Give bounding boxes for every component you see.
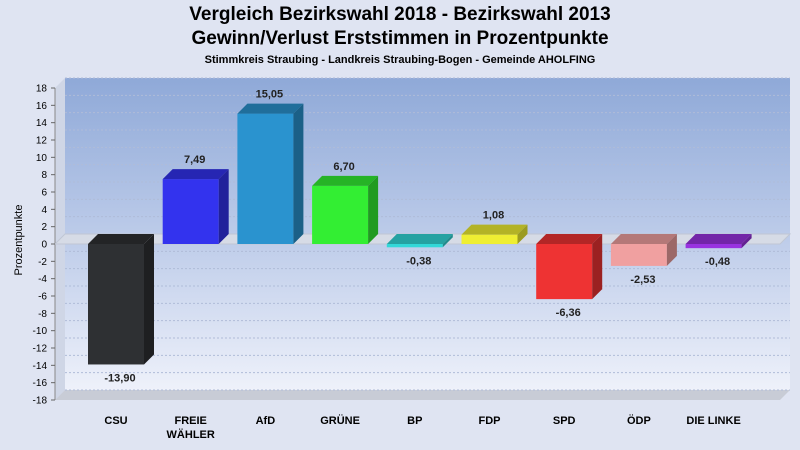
y-tick-label: -14 xyxy=(33,361,48,372)
y-tick-label: -10 xyxy=(33,326,48,337)
bar-side xyxy=(666,234,677,266)
y-tick-label: 0 xyxy=(41,240,47,251)
bar-top xyxy=(386,234,453,244)
x-axis-categories: CSU FREIE WÄHLER AfD GRÜNE BP FDP SPD ÖDP DIE LIN… xyxy=(104,414,740,441)
bar-front xyxy=(685,244,742,249)
y-tick-label: -4 xyxy=(38,274,47,285)
bar-afd xyxy=(237,103,304,244)
category-label: FDP xyxy=(479,415,501,427)
y-tick-label: -6 xyxy=(38,292,47,303)
value-label: -6,36 xyxy=(556,307,581,319)
category-label-line: DIE LINKE xyxy=(686,415,740,427)
category-label-line: SPD xyxy=(553,415,576,427)
bars xyxy=(88,103,752,365)
category-label-line: AfD xyxy=(256,415,276,427)
y-tick-label: -12 xyxy=(33,344,48,355)
y-tick-label: 18 xyxy=(36,84,48,95)
plot-floor xyxy=(55,390,790,400)
bar-top xyxy=(461,224,528,235)
bar-side xyxy=(442,234,453,248)
y-tick-label: 4 xyxy=(41,205,47,216)
bar-side xyxy=(144,234,154,365)
bar-top xyxy=(610,234,677,244)
bar-freie-wähler xyxy=(162,169,229,244)
bar-spd xyxy=(536,234,603,300)
y-tick-label: -8 xyxy=(38,309,47,320)
category-label: CSU xyxy=(104,415,127,427)
value-label: 1,08 xyxy=(483,210,504,222)
value-label: -0,48 xyxy=(705,256,730,268)
bar-front xyxy=(88,244,144,365)
bar-front xyxy=(312,185,369,244)
category-label-line: FDP xyxy=(479,415,501,427)
y-axis-label: Prozentpunkte xyxy=(13,205,25,276)
category-label: GRÜNE xyxy=(320,414,360,427)
y-tick-label: 6 xyxy=(41,188,47,199)
category-label: FREIE WÄHLER xyxy=(167,415,215,441)
y-tick-label: 8 xyxy=(41,170,47,181)
y-tick-label: -16 xyxy=(33,378,48,389)
value-label: 7,49 xyxy=(184,154,205,166)
y-tick-label: 10 xyxy=(36,153,48,164)
value-label: -13,90 xyxy=(104,372,135,384)
y-tick-label: 2 xyxy=(41,222,47,233)
value-label: -0,38 xyxy=(406,255,431,267)
category-label-line: BP xyxy=(407,415,422,427)
bar-fdp xyxy=(461,224,528,244)
category-label: DIE LINKE xyxy=(686,415,740,427)
bar-bp xyxy=(386,234,453,248)
category-label: ÖDP xyxy=(627,414,651,427)
y-axis-ticks: -18 -16 -14 -12 -10 -8 -6 -4 -2 0 2 4 6 8 10 12 14 16 18 xyxy=(33,84,55,407)
value-labels: -13,90 7,49 15,05 6,70 -0,38 1,08 -6,36 -2,53 -0… xyxy=(104,89,730,385)
y-tick-label: 16 xyxy=(36,101,48,112)
bar-front xyxy=(162,179,219,244)
bar-side xyxy=(592,234,603,300)
bar-front xyxy=(461,234,518,244)
bar-top xyxy=(237,103,304,114)
category-label: AfD xyxy=(256,415,276,427)
category-label: BP xyxy=(407,415,422,427)
bar-front xyxy=(536,244,593,300)
chart-title-line1: Vergleich Bezirkswahl 2018 - Bezirkswahl… xyxy=(189,4,611,25)
category-label: SPD xyxy=(553,415,576,427)
bar-top xyxy=(685,234,752,244)
category-label-line: CSU xyxy=(104,415,127,427)
bar-front xyxy=(386,244,443,248)
value-label: 6,70 xyxy=(333,161,354,173)
bar-side xyxy=(218,169,229,244)
chart-subtitle: Stimmkreis Straubing - Landkreis Straubi… xyxy=(204,54,596,66)
bar-csu xyxy=(88,234,154,365)
category-label-line: ÖDP xyxy=(627,414,651,427)
value-label: 15,05 xyxy=(256,89,284,101)
y-tick-label: -2 xyxy=(38,257,47,268)
bar-side xyxy=(293,103,304,244)
category-label-line: WÄHLER xyxy=(167,428,215,441)
bar-die-linke xyxy=(685,234,752,249)
bar-grüne xyxy=(312,175,379,244)
bar-side xyxy=(741,234,752,249)
category-label-line: GRÜNE xyxy=(320,414,360,427)
y-tick-label: 14 xyxy=(36,118,48,129)
bar-top xyxy=(312,175,379,186)
bar-top xyxy=(536,234,603,244)
value-label: -2,53 xyxy=(630,274,655,286)
bar-side xyxy=(368,175,379,244)
chart-title-line2: Gewinn/Verlust Erststimmen in Prozentpun… xyxy=(191,28,609,49)
bar-top xyxy=(88,234,154,244)
bar-side xyxy=(517,224,528,244)
bar-front xyxy=(610,244,667,266)
category-label-line: FREIE xyxy=(174,415,206,427)
y-tick-label: -18 xyxy=(33,396,48,407)
bar-front xyxy=(237,113,294,244)
bar-top xyxy=(162,169,229,180)
y-tick-label: 12 xyxy=(36,136,48,147)
bar-ödp xyxy=(610,234,677,266)
